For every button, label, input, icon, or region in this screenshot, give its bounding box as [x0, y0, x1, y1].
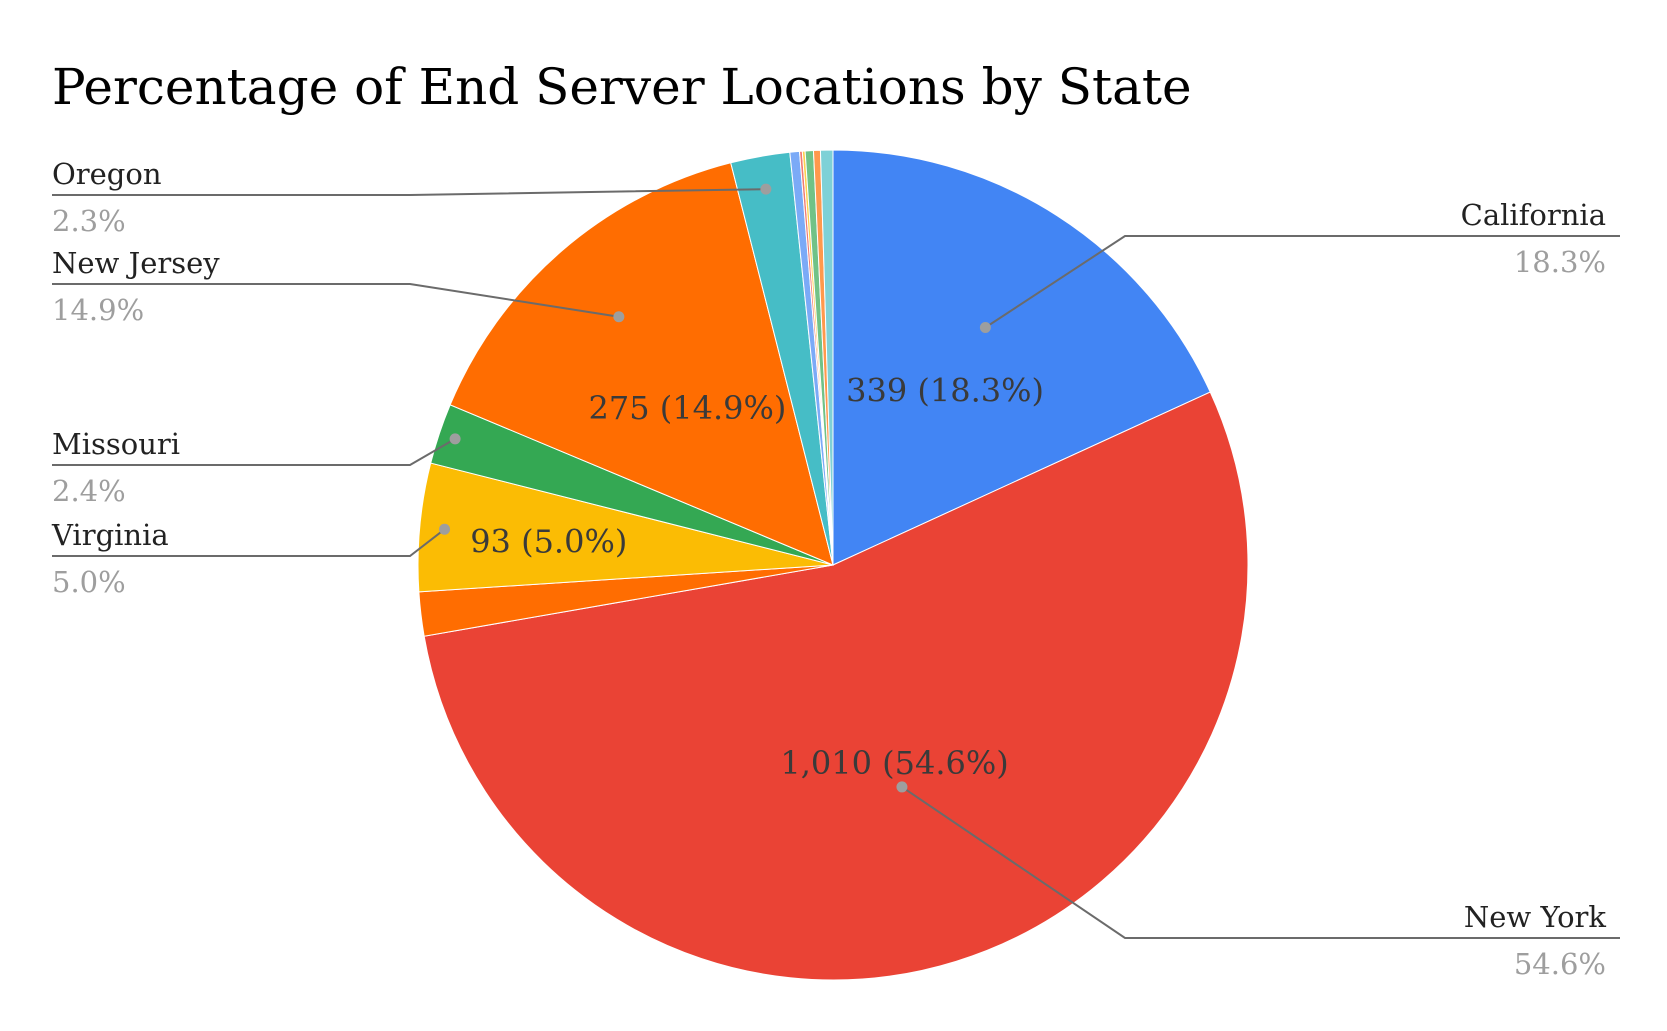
callout-leader-line: [52, 188, 766, 196]
callout-name: New Jersey: [52, 246, 220, 280]
callout-percent: 2.4%: [52, 474, 126, 508]
callout-leader-line: [52, 528, 446, 557]
slice-value-label: 1,010 (54.6%): [780, 744, 1008, 782]
callout-california: California 18.3%: [979, 198, 1620, 333]
pie-slice-new-jersey: [449, 162, 834, 566]
pie-slice-california: [832, 149, 1211, 566]
callout-name: New York: [1464, 900, 1607, 934]
callout-dot: [896, 781, 908, 793]
callout-dot: [613, 311, 625, 323]
callout-name: Oregon: [52, 157, 162, 191]
slice-value-labels: 339 (18.3%) 1,010 (54.6%) 93 (5.0%) 275 (14…: [470, 371, 1044, 782]
callout-missouri: Missouri 2.4%: [52, 427, 461, 508]
callout-leader-line: [52, 283, 620, 318]
chart-title: Percentage of End Server Locations by St…: [52, 58, 1192, 116]
slice-callouts: California 18.3% New York 54.6% Virginia 5.0%…: [51, 157, 1620, 981]
callout-dot: [449, 433, 461, 445]
callout-leader-line: [984, 235, 1620, 329]
callout-name: Virginia: [51, 518, 169, 552]
callout-virginia: Virginia 5.0%: [51, 518, 451, 599]
pie-slice-new-york: [423, 391, 1249, 981]
callout-percent: 54.6%: [1514, 947, 1606, 981]
callout-name: Missouri: [52, 427, 180, 461]
callout-dot: [979, 321, 991, 333]
callout-oregon: Oregon 2.3%: [52, 157, 772, 238]
callout-leader-line: [901, 786, 1620, 939]
slice-value-label: 93 (5.0%): [470, 522, 627, 560]
pie-slice-12: [819, 149, 834, 566]
callout-leader-line: [52, 437, 456, 466]
slice-value-label: 339 (18.3%): [846, 371, 1044, 409]
callout-percent: 18.3%: [1514, 245, 1606, 279]
callout-name: California: [1461, 198, 1606, 232]
callout-new-jersey: New Jersey 14.9%: [52, 246, 625, 327]
pie-slices: [417, 149, 1249, 981]
callout-percent: 14.9%: [52, 293, 144, 327]
callout-percent: 5.0%: [52, 565, 126, 599]
callout-new-york: New York 54.6%: [896, 781, 1620, 981]
slice-value-label: 275 (14.9%): [589, 389, 787, 427]
callout-dot: [760, 183, 772, 195]
callout-percent: 2.3%: [52, 204, 126, 238]
callout-dot: [439, 523, 451, 535]
